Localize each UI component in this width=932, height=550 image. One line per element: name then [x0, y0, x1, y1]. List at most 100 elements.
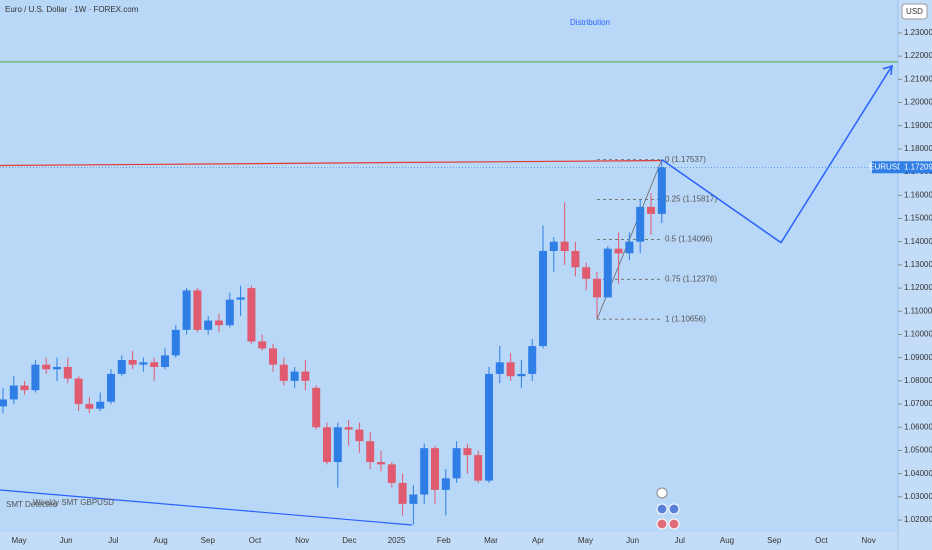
annotation: Distribution: [570, 18, 610, 27]
trend-line: [0, 489, 413, 526]
y-tick-label: 1.14000: [904, 237, 932, 246]
candle-body: [377, 462, 385, 465]
y-tick-label: 1.03000: [904, 492, 932, 501]
candle-body: [128, 360, 137, 365]
y-tick-label: 1.06000: [904, 422, 932, 431]
candle-body: [63, 366, 72, 379]
fib-label: 0.5 (1.14096): [665, 235, 713, 244]
y-tick-label: 1.08000: [904, 376, 932, 385]
candle-body: [161, 355, 169, 367]
fib-label: 0.75 (1.12376): [665, 274, 717, 283]
candle-body: [269, 348, 277, 365]
candle-body: [0, 399, 7, 407]
y-tick-label: 1.13000: [904, 260, 932, 269]
x-tick-label: Jul: [675, 536, 685, 545]
candle-body: [636, 206, 645, 242]
x-tick-label: Aug: [153, 536, 167, 545]
candle-body: [171, 329, 180, 356]
candle-body: [20, 385, 29, 391]
candle-body: [215, 320, 223, 326]
candle-body: [420, 448, 429, 495]
icon[interactable]: [656, 518, 668, 530]
candle-body: [463, 448, 472, 456]
candle-body: [387, 464, 396, 483]
x-tick-label: Jul: [108, 536, 118, 545]
plot-area: [0, 0, 898, 532]
time-axis: [0, 532, 898, 550]
fib-label: 0.25 (1.15817): [665, 195, 717, 204]
candle-body: [485, 373, 493, 481]
chart-title: Euro / U.S. Dollar · 1W · FOREX.com: [5, 5, 139, 14]
y-tick-label: 1.04000: [904, 469, 932, 478]
arrow-head: [882, 64, 893, 75]
y-tick-label: 1.11000: [904, 306, 932, 315]
candle-body: [301, 371, 310, 381]
candle-body: [333, 427, 342, 463]
candle-body: [431, 448, 439, 490]
x-tick-label: Jun: [626, 536, 639, 545]
resistance-line: [0, 159, 663, 167]
y-tick-label: 1.07000: [904, 399, 932, 408]
candle-body: [409, 494, 418, 504]
y-tick-label: 1.21000: [904, 74, 932, 83]
symbol: EURUSD: [869, 162, 903, 171]
candle-body: [96, 401, 105, 409]
x-tick-label: Mar: [484, 536, 498, 545]
symbol-tag: [872, 161, 900, 174]
x-tick-label: Aug: [720, 536, 734, 545]
candle-body: [290, 371, 299, 381]
candle-body: [517, 373, 526, 377]
icon[interactable]: [668, 503, 680, 515]
candle-body: [657, 167, 666, 214]
last-price: 1.17209: [904, 162, 932, 171]
x-tick-label: May: [11, 536, 26, 545]
y-tick-label: 1.09000: [904, 353, 932, 362]
icon[interactable]: [668, 518, 680, 530]
candle-body: [42, 364, 51, 370]
smt-label: SMT Detected: [6, 500, 57, 509]
y-tick-label: 1.20000: [904, 98, 932, 107]
candle-body: [236, 297, 245, 300]
candle-body: [9, 385, 18, 400]
y-tick-label: 1.19000: [904, 121, 932, 130]
candle-body: [366, 441, 375, 463]
candle-body: [474, 455, 483, 481]
y-tick-label: 1.18000: [904, 144, 932, 153]
currency-box[interactable]: [901, 3, 928, 20]
x-tick-label: Nov: [861, 536, 875, 545]
candle-body: [53, 366, 61, 370]
candle-body: [539, 250, 547, 347]
candle-body: [139, 362, 148, 365]
candle-body: [312, 387, 321, 428]
candle-body: [225, 299, 234, 326]
x-tick-label: Nov: [295, 536, 309, 545]
candle-body: [31, 364, 40, 391]
candle-body: [549, 241, 558, 251]
candle-body: [150, 362, 159, 367]
candle-body: [582, 267, 591, 279]
candle-body: [398, 482, 407, 504]
price-tag: [900, 161, 932, 174]
x-tick-label: Oct: [249, 536, 262, 545]
y-tick-label: 1.10000: [904, 330, 932, 339]
icon[interactable]: [656, 503, 668, 515]
smt-label: Weekly SMT GBPUSD: [33, 498, 114, 507]
price-axis: [898, 0, 932, 550]
icon[interactable]: [656, 487, 668, 499]
candle-body: [355, 429, 364, 442]
candle-body: [647, 206, 655, 214]
x-tick-label: Oct: [815, 536, 828, 545]
y-tick-label: 1.22000: [904, 51, 932, 60]
candle-body: [107, 373, 115, 402]
candle-body: [603, 248, 612, 298]
candle-body: [452, 448, 461, 479]
y-tick-label: 1.16000: [904, 190, 932, 199]
x-tick-label: Sep: [201, 536, 216, 545]
x-tick-label: May: [578, 536, 593, 545]
projection-path: [661, 65, 893, 244]
y-tick-label: 1.23000: [904, 28, 932, 37]
fib-label: 0 (1.17537): [665, 155, 706, 164]
candle-body: [528, 346, 537, 374]
candle-body: [204, 320, 213, 330]
y-tick-label: 1.02000: [904, 515, 932, 524]
